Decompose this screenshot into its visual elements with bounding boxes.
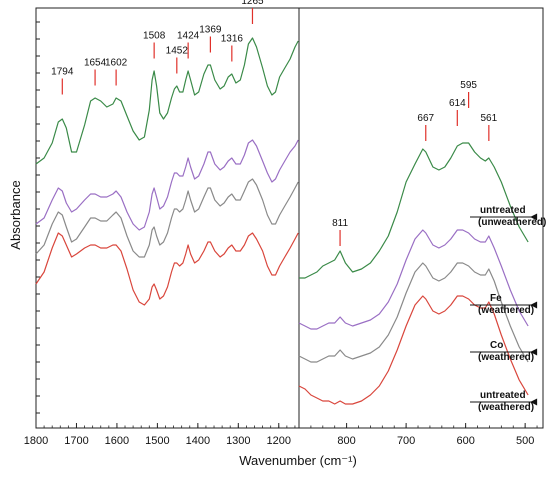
series-label-line: Fe <box>490 293 502 304</box>
peak-label: 614 <box>449 98 466 109</box>
x-tick-label: 1600 <box>105 435 129 447</box>
peak-label: 1265 <box>241 0 264 7</box>
peak-label: 667 <box>417 113 434 124</box>
series-line-2-left <box>35 139 299 231</box>
x-tick-label: 600 <box>456 435 474 447</box>
y-axis-title: Absorbance <box>8 180 23 249</box>
series-line-4-right <box>298 295 529 405</box>
plot-frame <box>35 7 544 429</box>
peak-label: 1602 <box>105 58 128 69</box>
series-label-line: (weathered) <box>478 352 534 363</box>
series-label-line: (weathered) <box>478 305 534 316</box>
spectra-lines <box>35 37 529 405</box>
series-label-line: Co <box>490 340 503 351</box>
series-arrow-head <box>530 301 538 309</box>
peak-label: 1794 <box>51 67 74 78</box>
peak-label: 1654 <box>84 58 107 69</box>
x-tick-label: 500 <box>516 435 534 447</box>
series-line-1-right <box>299 142 529 279</box>
x-tick-label: 1300 <box>226 435 250 447</box>
series-arrow-head <box>530 348 538 356</box>
series-label-line: (weathered) <box>478 402 534 413</box>
x-axis-title: Wavenumber (cm⁻¹) <box>239 453 357 468</box>
peak-label: 595 <box>460 80 477 91</box>
series-line-2-right <box>298 229 529 330</box>
x-tick-label: 1200 <box>267 435 291 447</box>
series-line-3-right <box>298 262 529 363</box>
x-tick-label: 1400 <box>186 435 210 447</box>
x-tick-label: 1500 <box>145 435 169 447</box>
series-label-line: (unweathered) <box>478 217 546 228</box>
series-labels: untreated(unweathered)Fe(weathered)Co(we… <box>470 205 546 413</box>
peak-label: 811 <box>332 218 348 229</box>
peak-label: 1508 <box>143 31 166 42</box>
series-label-line: untreated <box>480 390 526 401</box>
series-line-1-left <box>35 37 299 165</box>
series-arrow-head <box>530 398 538 406</box>
series-line-4-left <box>35 232 299 306</box>
plot-border <box>35 7 544 429</box>
peak-label: 1424 <box>177 31 200 42</box>
peak-label: 561 <box>481 113 498 124</box>
x-tick-label: 800 <box>337 435 355 447</box>
x-tick-label: 1700 <box>64 435 88 447</box>
peak-label: 1452 <box>166 46 189 57</box>
series-arrow-head <box>530 213 538 221</box>
series-label-line: untreated <box>480 205 526 216</box>
x-axis-ticks: 1800 1700 1600 1500 1400 1300 1200 800 700 600 500 <box>24 423 538 447</box>
x-tick-label: 1800 <box>24 435 48 447</box>
series-line-3-left <box>35 178 299 258</box>
peak-label: 1369 <box>199 25 222 36</box>
peak-label: 1316 <box>221 34 244 45</box>
x-tick-label: 700 <box>397 435 415 447</box>
